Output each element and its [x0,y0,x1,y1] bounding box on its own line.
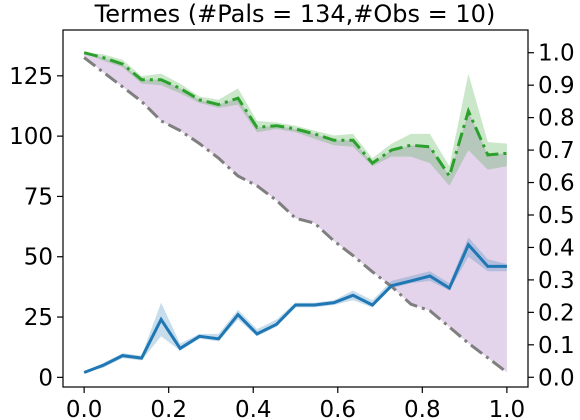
y2-tick-label: 0.0 [538,365,575,391]
y-tick-label: 25 [24,305,53,331]
y2-tick-label: 0.9 [538,73,575,99]
y-tick-label: 75 [24,184,53,210]
y-tick-label: 100 [9,124,53,150]
series-1-line [83,56,508,374]
y-tick-label: 125 [9,64,53,90]
y2-tick-label: 0.2 [538,300,575,326]
chart-title: Termes (#Pals = 134,#Obs = 10) [94,0,496,28]
y2-tick-label: 0.1 [538,333,575,359]
y2-tick-label: 0.5 [538,203,575,229]
fill-between-area [84,52,507,373]
plot-frame [62,29,529,388]
series-0-band [84,52,507,186]
y-tick-label: 0 [38,365,53,391]
x-tick-label: 0.0 [66,397,103,420]
y-tick-label: 50 [24,245,53,271]
x-tick-label: 0.4 [235,397,272,420]
x-tick-label: 0.2 [150,397,187,420]
x-tick-label: 0.8 [404,397,441,420]
series-2-line [83,241,507,374]
x-tick-label: 1.0 [489,397,526,420]
y2-tick-label: 0.4 [538,235,575,261]
x-tick-label: 0.6 [319,397,356,420]
y2-tick-label: 0.8 [538,106,575,132]
y2-tick-label: 0.3 [538,268,575,294]
y2-tick-label: 0.7 [538,138,575,164]
y2-tick-label: 1.0 [538,41,575,67]
y2-tick-label: 0.6 [538,171,575,197]
